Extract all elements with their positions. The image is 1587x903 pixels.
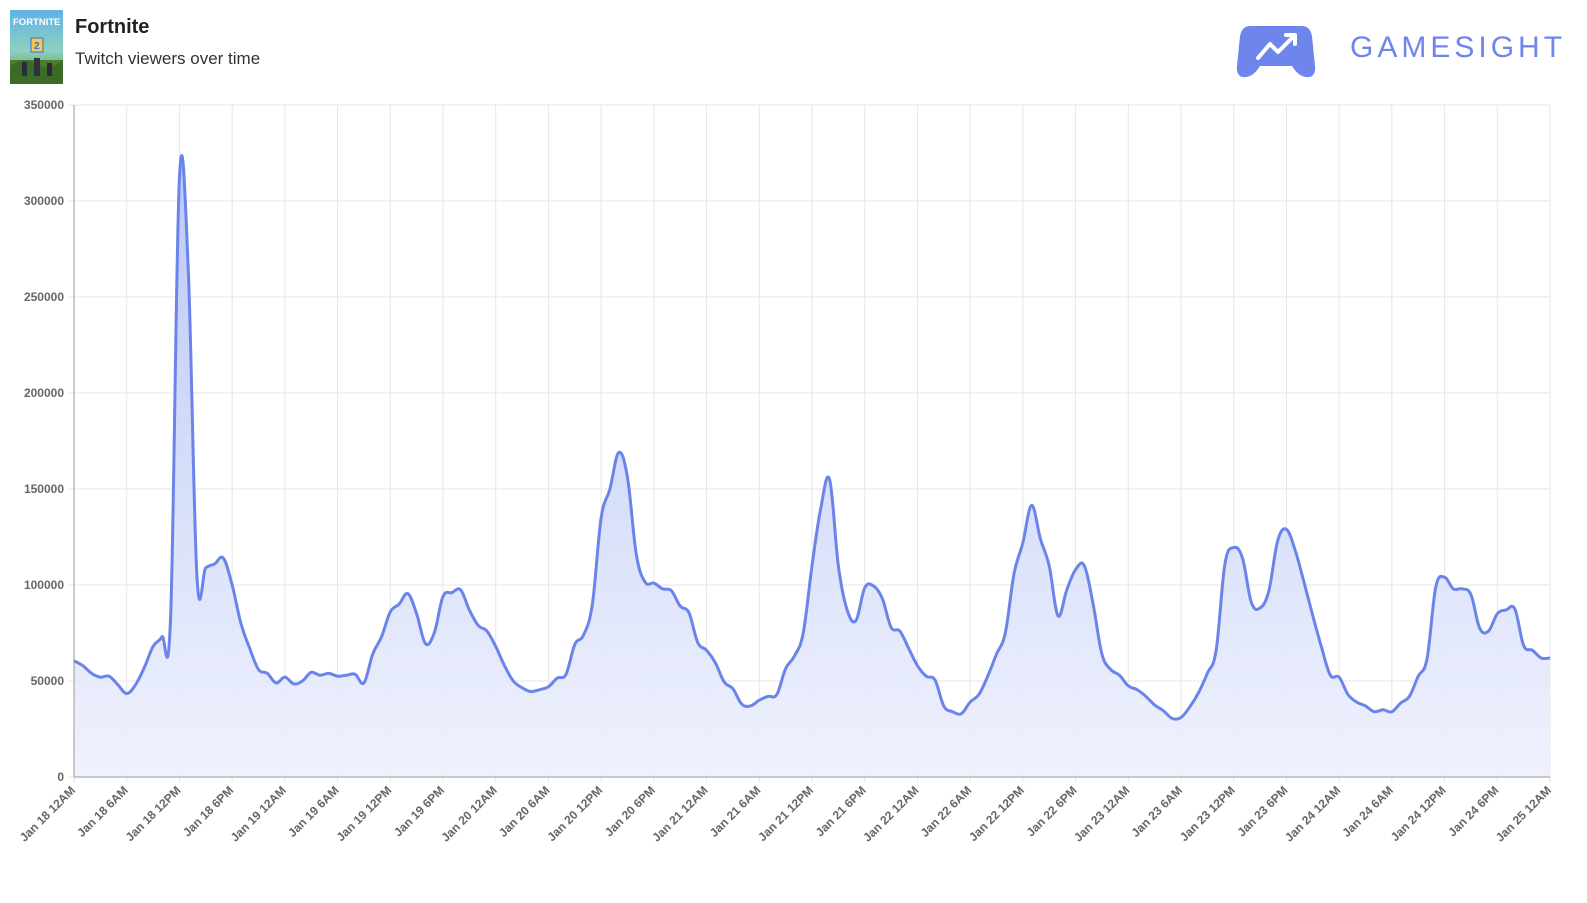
game-title: Fortnite [75,16,150,38]
chart-subtitle: Twitch viewers over time [75,49,261,68]
chart-header: FORTNITE 2 Fortnite Twitch viewers over … [0,0,1587,96]
x-tick-label: Jan 19 12PM [334,783,395,844]
y-tick-label: 300000 [24,194,64,208]
y-tick-label: 50000 [31,674,65,688]
x-tick-label: Jan 19 6AM [285,783,342,840]
y-tick-label: 100000 [24,578,64,592]
x-tick-label: Jan 22 12PM [966,783,1027,844]
thumbnail-badge: 2 [34,41,40,52]
x-tick-label: Jan 21 12PM [755,783,816,844]
game-cover-thumbnail: FORTNITE 2 [10,10,63,84]
x-tick-label: Jan 20 6PM [602,783,658,839]
viewers-line [73,154,1551,721]
y-axis-ticks: 0 50000 100000 150000 200000 250000 300000 3500… [24,98,64,784]
x-tick-label: Jan 21 6PM [813,783,869,839]
x-tick-label: Jan 20 6AM [496,783,553,840]
x-tick-label: Jan 24 6AM [1339,783,1396,840]
x-tick-label: Jan 23 12AM [1071,783,1132,844]
x-tick-label: Jan 19 12AM [228,783,289,844]
y-tick-label: 150000 [24,482,64,496]
viewers-area-fill [74,155,1550,777]
x-tick-label: Jan 21 6AM [707,783,764,840]
x-tick-label: Jan 24 6PM [1445,783,1501,839]
x-tick-label: Jan 23 6AM [1129,783,1186,840]
x-tick-label: Jan 20 12AM [439,783,500,844]
x-tick-label: Jan 25 12AM [1493,783,1554,844]
x-tick-label: Jan 24 12AM [1282,783,1343,844]
chart-axes [73,105,1550,778]
brand-wordmark: GAMESIGHT [1350,31,1567,64]
x-tick-label: Jan 22 12AM [860,783,921,844]
thumbnail-wordmark: FORTNITE [13,17,61,28]
y-tick-label: 200000 [24,386,64,400]
x-tick-label: Jan 23 12PM [1177,783,1238,844]
x-tick-label: Jan 18 6PM [180,783,236,839]
x-tick-label: Jan 18 12PM [123,783,184,844]
x-tick-label: Jan 19 6PM [391,783,447,839]
viewers-area-chart: 0 50000 100000 150000 200000 250000 300000 3500… [17,98,1554,845]
y-tick-label: 350000 [24,98,64,112]
x-tick-label: Jan 23 6PM [1234,783,1290,839]
x-tick-label: Jan 20 12PM [544,783,605,844]
y-tick-label: 0 [57,770,64,784]
x-tick-label: Jan 24 12PM [1388,783,1449,844]
x-tick-label: Jan 18 12AM [17,783,78,844]
y-tick-label: 250000 [24,290,64,304]
x-tick-label: Jan 22 6AM [918,783,975,840]
x-tick-label: Jan 22 6PM [1024,783,1080,839]
x-tick-label: Jan 18 6AM [74,783,131,840]
gamepad-trend-icon [1236,22,1316,80]
x-tick-label: Jan 21 12AM [649,783,710,844]
